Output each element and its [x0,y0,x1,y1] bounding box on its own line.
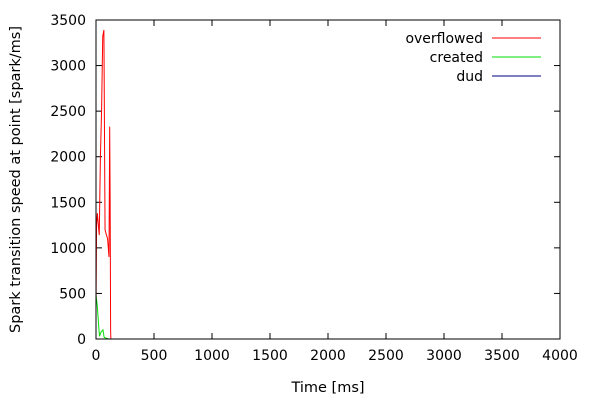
x-tick-label: 3000 [426,348,462,364]
y-tick-label: 3500 [50,13,86,29]
legend-label-dud: dud [456,69,483,85]
y-tick-label: 2000 [50,150,86,166]
x-tick-label: 2500 [368,348,404,364]
axis-ticks: 0 500 1000 1500 2000 2500 3000 3500 4000 0 500 1000… [50,13,577,364]
y-tick-label: 1000 [50,241,86,257]
x-tick-label: 1500 [252,348,288,364]
x-tick-label: 1000 [194,348,230,364]
legend: overflowed created dud [405,31,541,85]
series-lines [95,29,145,340]
x-tick-label: 2000 [310,348,346,364]
y-tick-label: 500 [59,286,86,302]
legend-label-overflowed: overflowed [405,31,483,47]
y-tick-label: 0 [77,332,86,348]
legend-label-created: created [430,50,483,66]
y-tick-label: 3000 [50,59,86,75]
x-tick-label: 4000 [542,348,578,364]
x-tick-label: 500 [141,348,168,364]
series-line-overflowed [95,29,112,340]
y-tick-label: 2500 [50,104,86,120]
series-line-created [95,295,112,340]
x-axis-label: Time [ms] [290,380,364,396]
y-tick-label: 1500 [50,195,86,211]
x-tick-label: 0 [92,348,101,364]
y-axis-label: Spark transition speed at point [spark/m… [8,26,24,333]
x-tick-label: 3500 [484,348,520,364]
plot-frame [95,19,561,340]
